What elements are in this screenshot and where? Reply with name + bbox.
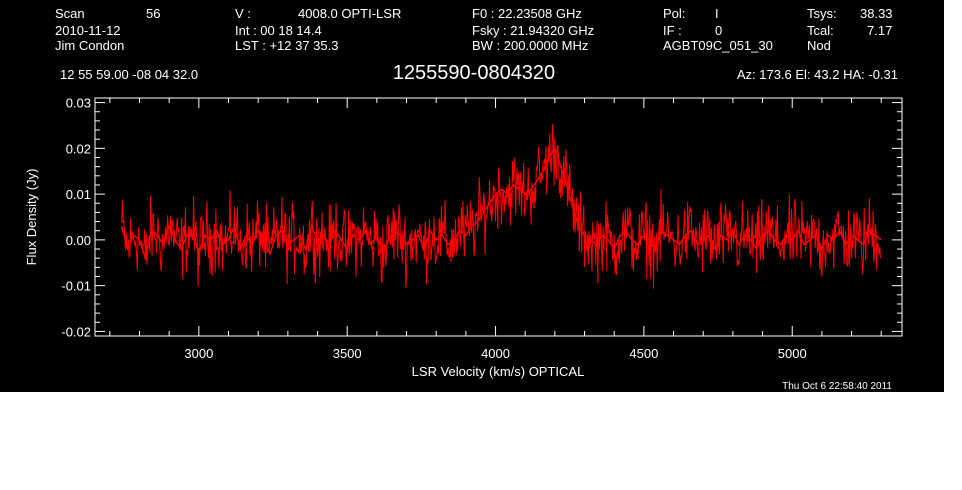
rest-frequency: F0 : 22.23508 GHz xyxy=(472,6,582,21)
project-id: AGBT09C_051_30 xyxy=(663,38,773,53)
integration-time: Int : 00 18 14.4 xyxy=(235,23,322,38)
y-tick-label: 0.03 xyxy=(66,96,91,111)
if-label: IF : xyxy=(663,23,682,38)
sky-frequency: Fsky : 21.94320 GHz xyxy=(472,23,594,38)
x-tick-label: 4500 xyxy=(629,346,658,361)
timestamp: Thu Oct 6 22:58:40 2011 xyxy=(782,381,892,392)
source-coordinates: 12 55 59.00 -08 04 32.0 xyxy=(60,67,198,82)
y-tick-label: -0.01 xyxy=(61,279,91,294)
spectrum-noise-trace xyxy=(121,123,881,289)
spectrum-chart: Scan 56 V : 4008.0 OPTI-LSR F0 : 22.2350… xyxy=(24,6,903,392)
bandwidth: BW : 200.0000 MHz xyxy=(472,38,588,53)
axis-ticks xyxy=(95,98,902,336)
tcal-label: Tcal: xyxy=(807,23,834,38)
polarization-value: I xyxy=(715,6,719,21)
polarization-label: Pol: xyxy=(663,6,685,21)
spectrum-plot-panel: Scan 56 V : 4008.0 OPTI-LSR F0 : 22.2350… xyxy=(0,0,944,392)
x-tick-label: 4000 xyxy=(481,346,510,361)
if-value: 0 xyxy=(715,23,722,38)
y-axis-label: Flux Density (Jy) xyxy=(24,169,39,266)
velocity-label: V : xyxy=(235,6,251,21)
tick-labels: 3000 3500 4000 4500 5000 -0.02 -0.01 0.00 0.01 0.… xyxy=(61,96,806,361)
observer-name: Jim Condon xyxy=(55,38,124,53)
y-tick-label: 0.00 xyxy=(66,233,91,248)
chart-title: 1255590-0804320 xyxy=(393,62,555,84)
az-el-ha: Az: 173.6 El: 43.2 HA: -0.31 xyxy=(737,67,898,82)
series-layer xyxy=(120,123,882,289)
y-tick-label: 0.02 xyxy=(66,141,91,156)
velocity-value: 4008.0 OPTI-LSR xyxy=(298,6,401,21)
y-tick-label: -0.02 xyxy=(61,324,91,339)
scan-label: Scan xyxy=(55,6,85,21)
x-tick-label: 5000 xyxy=(778,346,807,361)
x-axis-label: LSR Velocity (km/s) OPTICAL xyxy=(412,364,585,379)
observation-date: 2010-11-12 xyxy=(55,23,121,38)
y-tick-label: 0.01 xyxy=(66,187,91,202)
scan-value: 56 xyxy=(146,6,160,21)
switching-mode: Nod xyxy=(807,38,831,53)
tsys-value: 38.33 xyxy=(860,6,893,21)
tsys-label: Tsys: xyxy=(807,6,837,21)
lst: LST : +12 37 35.3 xyxy=(235,38,338,53)
spectrum-series-line xyxy=(120,146,882,262)
tcal-value: 7.17 xyxy=(867,23,892,38)
x-tick-label: 3500 xyxy=(333,346,362,361)
plot-frame xyxy=(94,97,903,337)
x-tick-label: 3000 xyxy=(184,346,213,361)
